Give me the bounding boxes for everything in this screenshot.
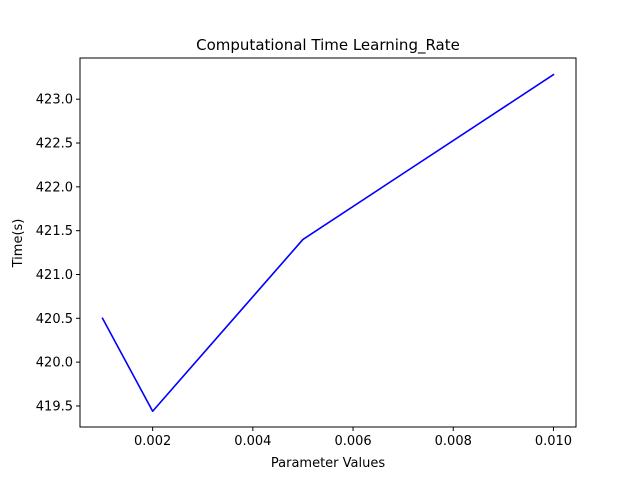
x-tick-label: 0.008: [435, 434, 472, 449]
x-tick-label: 0.004: [234, 434, 271, 449]
x-tick-label: 0.002: [134, 434, 171, 449]
y-tick-label: 421.0: [36, 268, 73, 283]
y-tick-label: 422.0: [36, 180, 73, 195]
y-tick-label: 423.0: [36, 93, 73, 108]
x-axis-label: Parameter Values: [271, 456, 385, 471]
y-axis-label: Time(s): [11, 219, 26, 269]
axes-frame: [79, 57, 577, 428]
y-tick-label: 421.5: [36, 224, 73, 239]
x-tick-label: 0.010: [535, 434, 572, 449]
y-tick-label: 420.5: [36, 312, 73, 327]
series-line-0: [101, 73, 555, 413]
x-tick-label: 0.006: [334, 434, 371, 449]
chart-title: Computational Time Learning_Rate: [196, 36, 460, 55]
y-tick-label: 419.5: [36, 399, 73, 414]
y-tick-label: 422.5: [36, 137, 73, 152]
y-tick-label: 420.0: [36, 356, 73, 371]
